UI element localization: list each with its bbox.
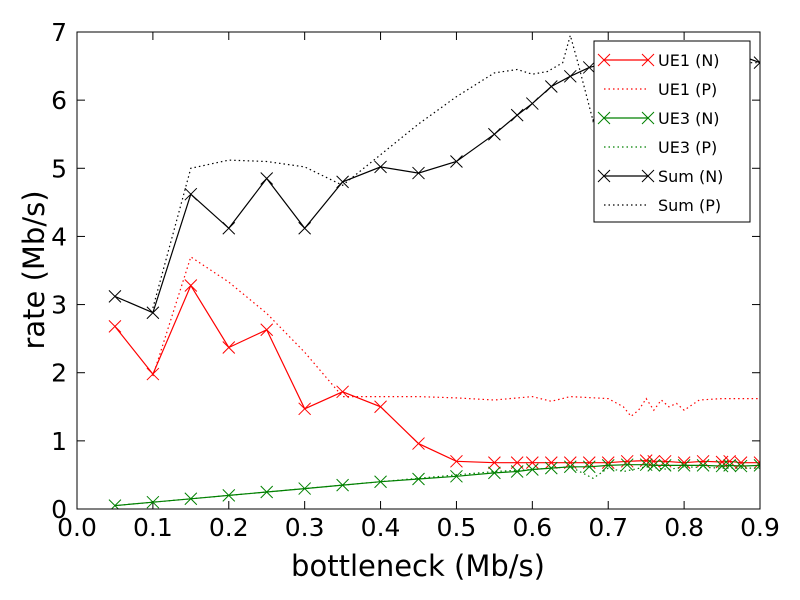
data-point-ue1-n <box>525 456 539 470</box>
y-tick-label: 0 <box>51 495 67 524</box>
data-point-sum-n <box>525 97 539 110</box>
x-ticks: 0.0 0.1 0.2 0.3 0.4 0.5 0.6 0.7 0.8 0.9 <box>57 32 780 542</box>
series-line-ue1-n <box>114 284 760 464</box>
data-point-ue3-n <box>734 459 748 473</box>
x-tick-label: 0.3 <box>285 513 325 542</box>
data-point-ue1-n <box>510 456 524 470</box>
x-tick-label: 0.7 <box>588 513 628 542</box>
y-tick-label: 4 <box>51 222 67 251</box>
data-point-ue1-n <box>298 402 312 416</box>
data-point-ue3-n <box>647 459 661 472</box>
x-tick-label: 0.2 <box>209 513 249 542</box>
data-point-sum-n <box>222 221 236 235</box>
data-point-ue1-n <box>488 456 501 470</box>
data-point-ue3-n <box>696 459 710 472</box>
legend-label-ue1-n: UE1 (N) <box>658 51 720 70</box>
data-point-ue3-n <box>146 495 160 509</box>
y-tick-label: 5 <box>51 154 67 183</box>
data-point-ue1-n <box>374 400 387 414</box>
y-tick-label: 7 <box>51 18 67 47</box>
data-point-sum-n <box>563 69 577 83</box>
legend-marker-ue3-n <box>597 111 611 125</box>
data-point-ue3-n <box>723 459 736 472</box>
data-point-ue3-n <box>412 472 425 486</box>
legend-label-ue1-p: UE1 (P) <box>658 80 717 99</box>
legend-marker-ue1-n <box>641 53 655 67</box>
series-line-ue3-n <box>114 464 760 507</box>
y-tick-label: 3 <box>51 291 67 320</box>
x-tick-label: 0.6 <box>512 513 552 542</box>
data-point-ue1-n <box>544 456 558 470</box>
legend-marker-sum-n <box>641 169 655 183</box>
data-point-ue1-n <box>146 367 160 381</box>
legend-marker-ue3-n <box>641 111 655 125</box>
legend-marker-sum-n <box>597 169 611 183</box>
x-axis-label: bottleneck (Mb/s) <box>291 549 545 583</box>
data-point-sum-n <box>582 61 596 74</box>
data-point-sum-n <box>488 127 501 141</box>
data-point-sum-n <box>450 155 463 168</box>
data-point-ue3-n <box>544 461 558 475</box>
data-point-ue1-n <box>108 320 122 333</box>
y-tick-label: 6 <box>51 86 67 115</box>
x-tick-label: 0.8 <box>664 513 704 542</box>
data-point-sum-n <box>108 290 122 303</box>
data-point-sum-n <box>336 175 349 189</box>
data-point-ue3-n <box>336 478 349 492</box>
legend-box <box>593 40 751 223</box>
legend-label-ue3-n: UE3 (N) <box>658 109 720 128</box>
data-point-ue3-n <box>753 459 760 472</box>
data-point-ue1-n <box>601 456 615 470</box>
y-tick-label: 2 <box>51 359 67 388</box>
data-point-ue1-n <box>450 454 463 468</box>
data-point-sum-n <box>544 80 558 93</box>
data-point-sum-n <box>374 160 387 174</box>
data-point-ue3-n <box>582 460 596 474</box>
x-tick-label: 0.5 <box>437 513 477 542</box>
data-point-ue1-n <box>412 437 425 450</box>
data-point-sum-n <box>412 166 425 180</box>
data-point-ue1-n <box>222 341 236 354</box>
y-tick-label: 1 <box>51 427 67 456</box>
x-tick-label: 0.9 <box>740 513 780 542</box>
x-tick-label: 0.1 <box>133 513 173 542</box>
legend-label-sum-n: Sum (N) <box>658 167 723 186</box>
data-point-ue3-n <box>222 489 236 502</box>
legend-label-sum-p: Sum (P) <box>658 196 721 215</box>
data-point-ue1-n <box>184 279 198 292</box>
y-ticks: 0 1 2 3 4 5 6 7 <box>51 18 760 524</box>
data-point-ue3-n <box>677 459 691 472</box>
data-point-sum-n <box>260 172 274 185</box>
data-point-sum-n <box>146 306 160 320</box>
data-point-ue1-n <box>336 385 349 399</box>
data-point-sum-n <box>753 56 760 70</box>
data-point-ue1-n <box>260 323 274 337</box>
data-point-ue3-n <box>260 485 274 499</box>
data-point-ue3-n <box>563 460 577 474</box>
legend: UE1 (N) UE1 (P) UE3 (N) UE3 (P) Sum (N) Sum (… <box>593 40 751 223</box>
data-point-sum-n <box>184 187 198 201</box>
legend-marker-ue1-n <box>597 53 611 67</box>
x-tick-label: 0.0 <box>57 513 97 542</box>
y-axis-label: rate (Mb/s) <box>17 190 51 349</box>
data-point-ue1-n <box>734 456 748 470</box>
data-point-ue3-n <box>450 469 463 483</box>
data-point-ue3-n <box>620 458 634 472</box>
data-point-ue3-n <box>298 482 312 495</box>
data-point-ue1-n <box>753 456 760 470</box>
data-point-ue3-n <box>510 465 524 478</box>
data-point-ue3-n <box>488 466 501 480</box>
data-point-ue3-n <box>184 492 198 506</box>
data-point-sum-n <box>510 108 524 122</box>
series-line-ue3-p <box>114 466 760 507</box>
data-point-sum-n <box>298 221 312 235</box>
plot-frame <box>76 31 761 510</box>
series-line-ue1-p <box>152 255 760 418</box>
legend-label-ue3-p: UE3 (P) <box>658 138 717 157</box>
x-tick-label: 0.4 <box>361 513 401 542</box>
